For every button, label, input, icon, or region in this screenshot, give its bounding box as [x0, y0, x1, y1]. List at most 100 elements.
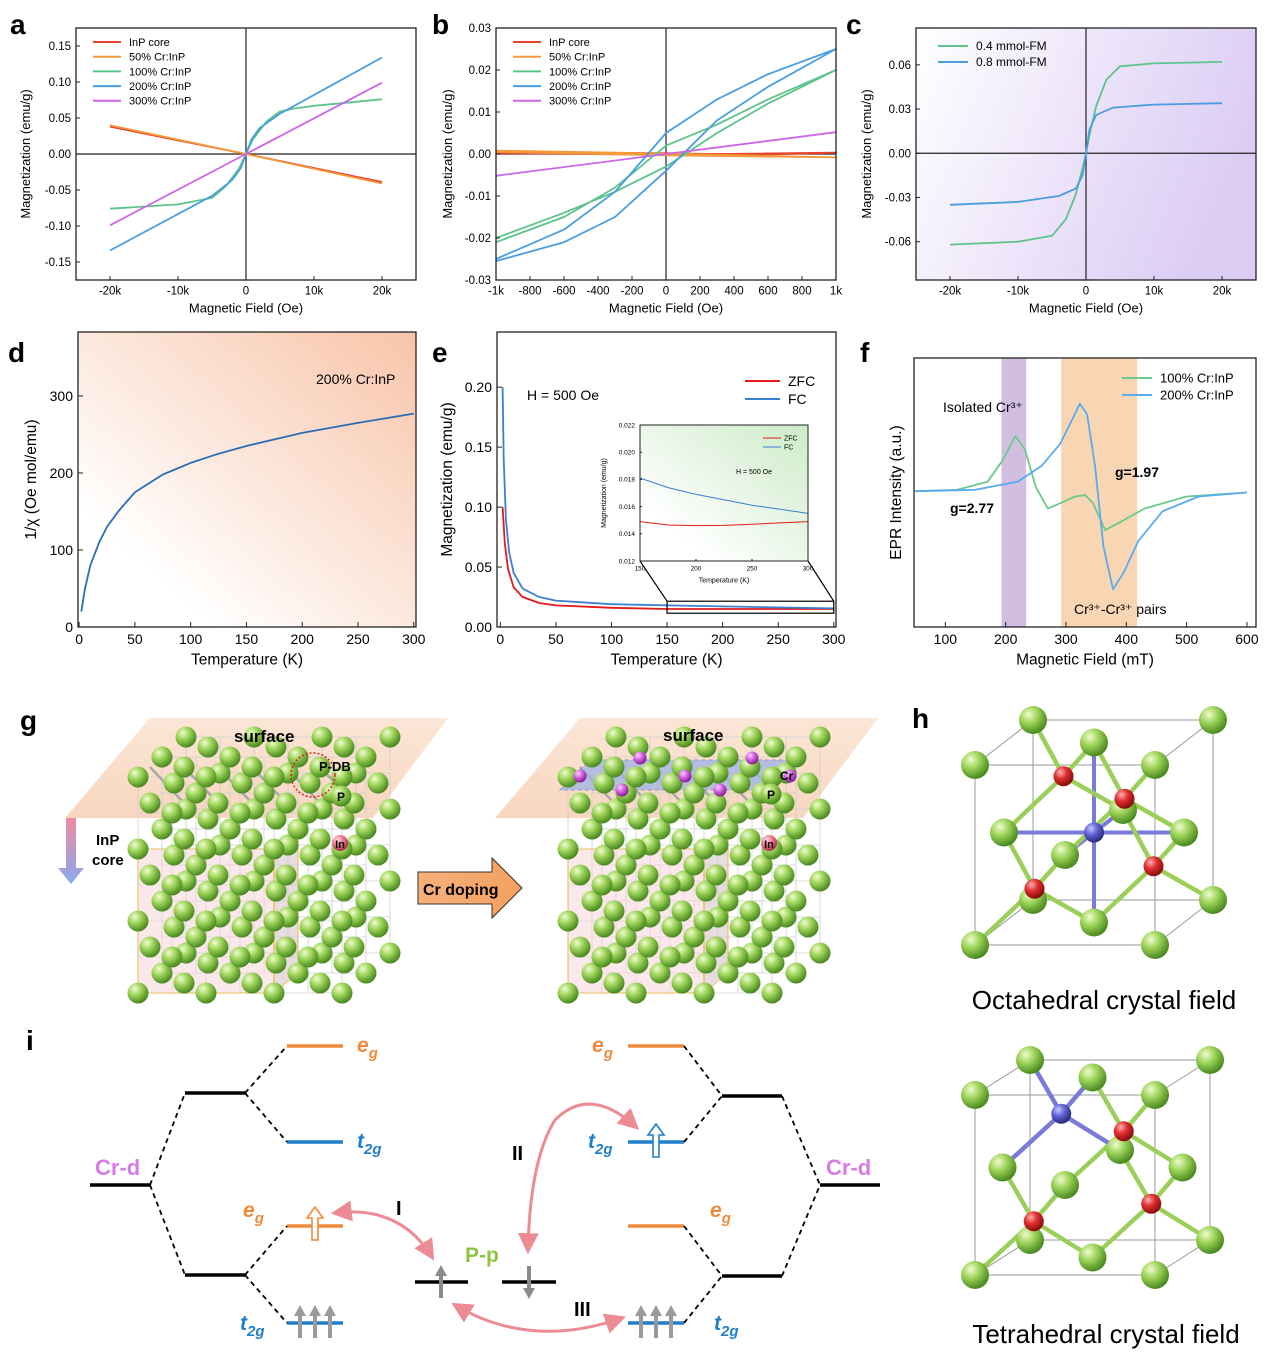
field-annotation: H = 500 Oe — [527, 387, 599, 403]
cr-doping-label: Cr doping — [423, 882, 499, 899]
p-atom — [785, 890, 807, 912]
x-tick-label: -400 — [586, 286, 609, 298]
tetrahedral-crystal — [961, 1046, 1224, 1289]
surface-label: surface — [234, 727, 294, 746]
p-atom — [265, 952, 287, 974]
p-atom — [299, 916, 321, 938]
p-atom — [343, 936, 365, 958]
p-atom — [717, 890, 739, 912]
legend-label: ZFC — [788, 373, 815, 389]
p-atom — [581, 962, 603, 984]
p-atom — [173, 828, 195, 850]
x-tick-label: 0 — [243, 286, 249, 298]
highlight-band — [1061, 358, 1138, 627]
p-atom — [151, 890, 173, 912]
x-tick-label: 600 — [1235, 631, 1259, 647]
y-tick-label: 0.10 — [49, 77, 71, 89]
hollow-spin-up-arrow — [305, 1205, 325, 1241]
cr-atom — [678, 769, 692, 783]
p-atom — [265, 880, 287, 902]
p-atom — [625, 910, 647, 932]
legend-label: 100% Cr:InP — [549, 66, 611, 78]
in-atom — [1114, 788, 1135, 809]
p-atom — [751, 854, 773, 876]
p-atom — [773, 936, 795, 958]
cr-d-label-right: Cr-d — [826, 1155, 871, 1180]
p-atom — [717, 962, 739, 984]
series-line-fc — [639, 477, 809, 514]
spin-up-arrow — [650, 1305, 662, 1338]
x-tick-label: 0 — [663, 286, 669, 298]
x-tick-label: 10k — [1145, 286, 1164, 298]
spin-up-arrow — [294, 1305, 306, 1338]
p-atom — [659, 946, 681, 968]
cr-doping-arrow — [417, 856, 523, 920]
x-tick-label: 500 — [1175, 631, 1199, 647]
highlight-band — [1001, 358, 1027, 627]
correlation-line — [683, 1225, 723, 1277]
p-atom-legend — [760, 783, 782, 805]
x-tick-label: -10k — [167, 286, 190, 298]
p-atom — [603, 972, 625, 994]
x-axis-label: Magnetic Field (Oe) — [189, 301, 303, 316]
x-tick-label: 250 — [747, 566, 758, 573]
p-atom — [265, 808, 287, 830]
p-atom — [379, 726, 401, 748]
p-atom — [367, 916, 389, 938]
panel-letter: a — [10, 9, 26, 40]
spin-up-arrow — [435, 1265, 447, 1298]
p-atom — [185, 782, 207, 804]
octahedral-crystal — [961, 706, 1227, 959]
correlation-line — [781, 1095, 821, 1186]
x-axis-label: Temperature (K) — [699, 578, 750, 585]
p-atom — [739, 900, 761, 922]
spin-up-arrow — [635, 1305, 647, 1338]
p-atom — [625, 766, 647, 788]
p-atom — [717, 746, 739, 768]
spin-down-arrow — [523, 1266, 535, 1299]
series-line-zfc — [639, 521, 809, 527]
p-atom — [615, 926, 637, 948]
p-atom — [649, 818, 671, 840]
cr-atom — [713, 783, 727, 797]
p-atom — [173, 972, 195, 994]
p-atom — [659, 802, 681, 824]
p-atom — [693, 982, 715, 1004]
p-atom — [299, 844, 321, 866]
p-atom — [379, 798, 401, 820]
p-atom — [1080, 728, 1108, 757]
p-atom — [961, 1261, 989, 1289]
p-atom — [1196, 1046, 1224, 1074]
x-tick-label: 150 — [655, 631, 679, 647]
x-tick-label: 100 — [179, 631, 203, 647]
p-atom — [355, 818, 377, 840]
x-tick-label: -20k — [939, 286, 962, 298]
g-factor-label: g=2.77 — [950, 500, 994, 516]
level-symbol: e — [357, 1034, 369, 1057]
p-atom — [717, 818, 739, 840]
inp-core-label: core — [92, 852, 124, 869]
panel-letter: c — [846, 9, 862, 40]
x-tick-label: 100 — [600, 631, 624, 647]
p-atom — [127, 910, 149, 932]
p-atom — [263, 766, 285, 788]
p-atom — [333, 880, 355, 902]
p-atom — [229, 874, 251, 896]
y-tick-label: 0.20 — [465, 379, 492, 395]
y-axis-label: Magnetization (emu/g) — [601, 458, 608, 528]
p-atom — [695, 880, 717, 902]
p-atom — [367, 844, 389, 866]
y-tick-label: 0.15 — [465, 439, 492, 455]
p-atom — [127, 838, 149, 860]
y-tick-label: 0 — [65, 619, 73, 635]
p-atom — [605, 726, 627, 748]
p-atom — [229, 946, 251, 968]
x-tick-label: 0 — [1083, 286, 1089, 298]
p-atom — [355, 890, 377, 912]
p-atom — [1199, 886, 1227, 914]
x-tick-label: -600 — [552, 286, 575, 298]
p-atom — [763, 880, 785, 902]
exchange-arrow-ii — [517, 1102, 640, 1255]
chart-panel-f: 100 200 300 400 500 600 Magnetic Field (mT) EPR… — [888, 357, 1259, 669]
